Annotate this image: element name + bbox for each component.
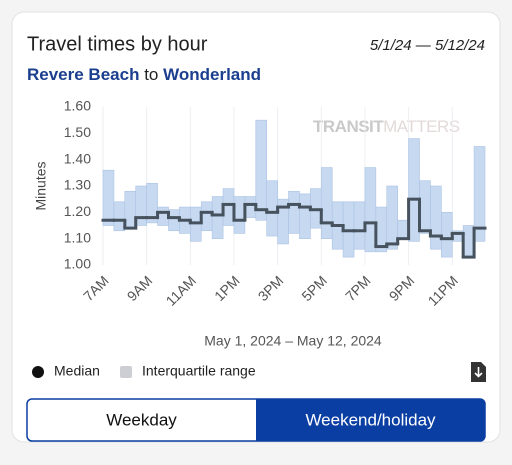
y-axis-title: Minutes — [33, 161, 49, 210]
iqr-bar — [441, 212, 453, 258]
download-icon[interactable] — [471, 362, 486, 382]
y-tick-label: 1.10 — [64, 229, 91, 245]
iqr-bar — [408, 138, 420, 242]
route-from: Revere Beach — [27, 65, 139, 84]
legend-band-swatch — [120, 366, 132, 378]
legend-median-swatch — [32, 366, 44, 378]
route-to: Wonderland — [163, 65, 261, 84]
toggle-button[interactable]: Weekday — [106, 410, 177, 429]
date-range: 5/1/24 — 5/12/24 — [370, 37, 485, 54]
iqr-bar — [244, 196, 257, 218]
iqr-bar — [102, 169, 115, 226]
iqr-bar — [266, 180, 278, 237]
iqr-bar — [462, 225, 475, 258]
card — [11, 11, 501, 443]
y-tick-label: 1.60 — [64, 98, 91, 114]
iqr-bar — [419, 180, 431, 234]
x-axis-title: May 1, 2024 – May 12, 2024 — [204, 333, 382, 349]
y-tick-label: 1.50 — [64, 124, 91, 140]
watermark: TRANSITMATTERS — [313, 117, 460, 136]
iqr-bar — [200, 201, 213, 232]
iqr-bar — [113, 201, 126, 232]
toggle-button[interactable]: Weekend/holiday — [305, 410, 436, 429]
iqr-bar — [397, 219, 409, 239]
watermark-part: TRANSIT — [313, 117, 384, 136]
toggle-selected — [256, 399, 485, 441]
legend-label: Median — [54, 363, 100, 379]
iqr-bar — [299, 193, 311, 239]
iqr-bar — [233, 196, 246, 234]
route-connector: to — [144, 65, 158, 84]
y-tick-label: 1.40 — [64, 150, 91, 166]
y-tick-label: 1.30 — [64, 177, 91, 193]
iqr-bar — [386, 185, 398, 250]
iqr-bar — [222, 188, 235, 226]
iqr-bar — [430, 185, 442, 250]
iqr-bar — [364, 167, 377, 253]
iqr-bar — [211, 196, 224, 239]
iqr-bar — [288, 190, 300, 234]
y-tick-label: 1.20 — [64, 203, 91, 219]
route: Revere Beach to Wonderland — [27, 65, 261, 84]
iqr-bar — [146, 183, 158, 224]
iqr-bar — [124, 190, 137, 229]
iqr-bar — [157, 206, 169, 226]
iqr-bar — [255, 119, 268, 221]
iqr-bar — [135, 185, 147, 226]
toggle: Weekday Weekend/holiday — [26, 398, 486, 442]
iqr-bar — [353, 201, 366, 250]
iqr-bar — [473, 146, 486, 242]
iqr-bar — [320, 167, 333, 239]
legend-label: Interquartile range — [142, 363, 256, 379]
watermark-part: MATTERS — [383, 117, 460, 136]
card-title: Travel times by hour — [27, 33, 208, 55]
y-tick-label: 1.00 — [64, 256, 91, 272]
iqr-bar — [168, 209, 180, 232]
